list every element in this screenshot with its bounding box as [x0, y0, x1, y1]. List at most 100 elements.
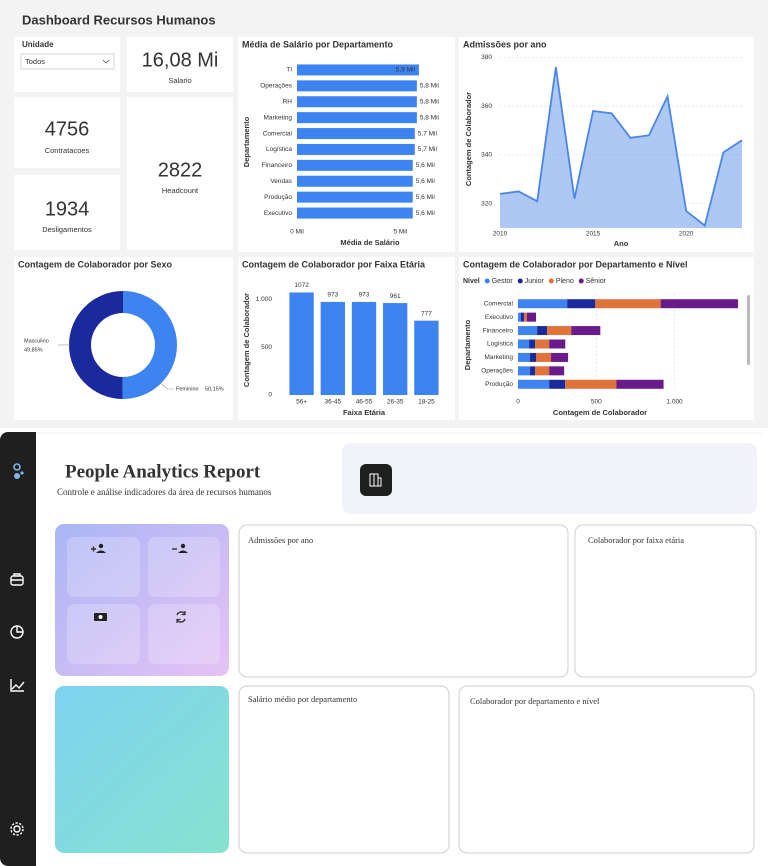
bar-segment [518, 312, 521, 322]
slice-value: 49,85% [24, 347, 43, 353]
y-tick-label: RH [283, 98, 293, 105]
y-tick-label: Operações [481, 368, 514, 375]
bar-segment [616, 379, 664, 389]
report-title: People Analytics Report [65, 461, 261, 482]
value-label: 5,8 Mil [420, 114, 440, 121]
filter-dropdown[interactable] [20, 53, 115, 70]
bar [297, 207, 413, 219]
bar [297, 159, 413, 171]
bar-segment [536, 352, 552, 362]
y-tick-label: Logística [487, 341, 513, 348]
kpi-tile-group [55, 524, 229, 676]
y-axis-title: Contagem de Colaborador [242, 293, 251, 387]
y-tick-label: TI [286, 67, 292, 74]
value-label: 777 [421, 310, 432, 317]
x-tick-label: 2020 [679, 231, 694, 238]
x-tick-label: 500 [591, 399, 602, 406]
kpi-tile[interactable] [148, 537, 220, 597]
y-tick-label: Financeiro [262, 162, 293, 169]
kpi-value: 1934 [45, 198, 90, 220]
y-tick-label: Executivo [485, 314, 514, 321]
value-label: 5,6 Mil [416, 194, 436, 201]
nav-icon[interactable] [10, 625, 24, 639]
bar [297, 128, 415, 140]
bar-segment [530, 366, 536, 376]
bar-segment [518, 379, 550, 389]
kpi-tile[interactable] [148, 604, 220, 664]
bar-segment [518, 326, 538, 336]
x-axis-title: Faixa Etária [343, 408, 386, 417]
legend-label: Junior [525, 278, 545, 285]
y-tick-label: Comercial [263, 130, 293, 137]
y-tick-label: Logística [266, 146, 292, 153]
y-tick-label: 500 [261, 344, 272, 351]
bar [383, 303, 408, 395]
y-tick-label: 340 [481, 152, 492, 159]
y-axis-title: Contagem de Colaborador [464, 92, 473, 186]
bar-segment [530, 352, 537, 362]
x-tick-label: 0 Mil [290, 229, 304, 236]
nav-icon[interactable] [10, 822, 24, 836]
value-label: 5,9 Mil [396, 67, 416, 74]
bar [414, 320, 439, 395]
header-icon [369, 473, 382, 487]
report-panel [458, 685, 755, 854]
panel-title: Admissões por ano [248, 535, 313, 545]
nav-icon[interactable] [10, 573, 24, 586]
x-tick-label: 2015 [586, 231, 601, 238]
bar [297, 175, 413, 187]
kpi-card [14, 175, 120, 250]
header-button[interactable] [360, 464, 392, 496]
sidebar [20, 432, 36, 866]
bar [297, 112, 417, 124]
bar-segment [518, 339, 530, 349]
bar [297, 64, 419, 76]
y-tick-label: Financeiro [483, 327, 514, 334]
value-label: 961 [390, 293, 401, 300]
scrollbar[interactable] [747, 295, 750, 365]
slice-label: Masculino [24, 338, 49, 344]
x-axis-title: Ano [614, 239, 629, 248]
x-axis-title: Contagem de Colaborador [553, 408, 647, 417]
x-tick-label: 2010 [493, 231, 508, 238]
report-panel [238, 685, 450, 854]
chart-title: Média de Salário por Departamento [242, 39, 394, 49]
kpi-value: 4756 [45, 118, 90, 140]
kpi-card [14, 97, 120, 168]
kpi-label: Contratacoes [45, 146, 90, 155]
legend-label: Gestor [492, 278, 514, 285]
x-tick-label: 18-25 [418, 399, 435, 406]
kpi-tile[interactable] [67, 537, 140, 597]
chart-title: Contagem de Colaborador por Departamento… [463, 259, 688, 269]
value-label: 5,7 Mil [418, 146, 438, 153]
kpi-tile[interactable] [67, 604, 140, 664]
x-tick-label: 36-45 [324, 399, 341, 406]
nav-icon[interactable] [10, 679, 25, 692]
bar-segment [535, 366, 550, 376]
y-tick-label: Executivo [264, 210, 293, 217]
bar-segment [529, 339, 536, 349]
bar-segment [518, 352, 531, 362]
chart-panel [459, 37, 754, 252]
bar-segment [547, 326, 572, 336]
filter-value: Todos [25, 57, 45, 66]
y-tick-label: Marketing [484, 354, 513, 361]
value-label: 5,7 Mil [418, 130, 438, 137]
bar-segment [526, 312, 537, 322]
chart-panel [459, 257, 754, 420]
bar [320, 301, 345, 395]
dashboard-title: Dashboard Recursos Humanos [22, 12, 216, 27]
highlight-card [55, 686, 229, 853]
chart-title: Contagem de Colaborador por Sexo [18, 259, 173, 269]
x-tick-label: 1.000 [666, 399, 683, 406]
value-label: 5,6 Mil [416, 162, 436, 169]
sidebar-logo[interactable] [13, 463, 24, 479]
panel-title: Colaborador por faixa etária [588, 535, 684, 545]
kpi-label: Headcount [162, 186, 199, 195]
tile-icon [176, 611, 186, 623]
tile-icon [91, 543, 106, 553]
bar-segment [535, 339, 550, 349]
line [499, 66, 743, 228]
donut-slice [122, 291, 177, 399]
y-tick-label: 0 [268, 392, 272, 399]
